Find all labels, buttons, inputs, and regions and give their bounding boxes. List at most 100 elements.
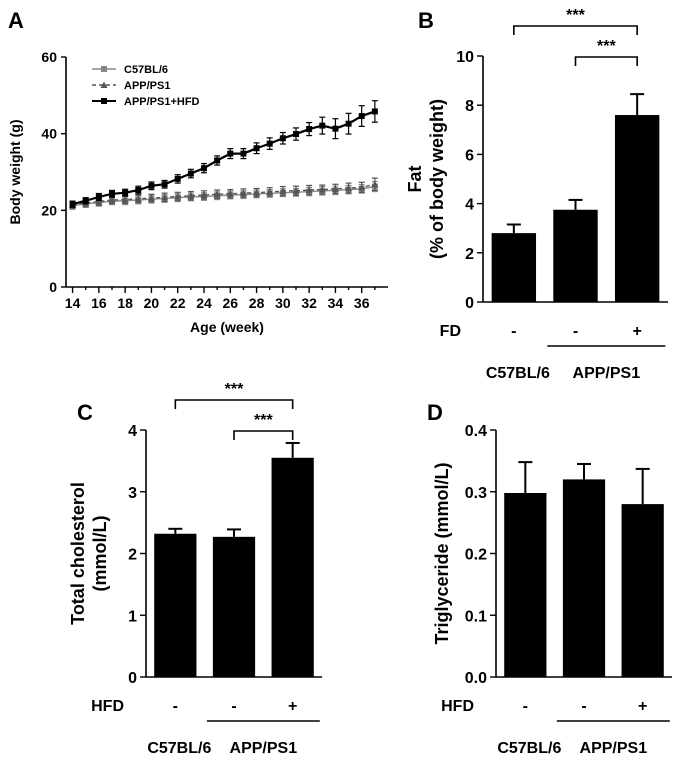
data-point [147, 194, 155, 202]
data-point [187, 170, 194, 177]
data-point [332, 125, 339, 132]
y-tick-label: 6 [465, 147, 474, 164]
data-point [227, 150, 234, 157]
data-point [174, 175, 181, 182]
x-tick-label: 32 [301, 295, 317, 311]
bar [154, 533, 197, 677]
x-tick-label: 20 [144, 295, 160, 311]
data-point [226, 190, 234, 197]
data-point [266, 140, 273, 147]
data-point [331, 185, 339, 192]
y-tick-label: 4 [465, 197, 474, 214]
data-point [161, 193, 169, 201]
bar [553, 209, 598, 302]
legend-marker [101, 66, 107, 72]
y-tick-label: 4 [128, 423, 137, 440]
y-tick-label: 10 [456, 49, 474, 66]
series-line [72, 183, 376, 206]
data-point [161, 181, 168, 188]
data-point [358, 183, 366, 191]
legend: C57BL/6 APP/PS1 APP/PS1+HFD [92, 64, 200, 108]
data-point [358, 113, 365, 120]
significance-bracket [513, 25, 638, 35]
data-point [201, 165, 207, 172]
x-tick-label: 24 [196, 295, 212, 311]
y-tick-label: 0.2 [465, 547, 487, 564]
data-point [95, 193, 102, 200]
group-label: C57BL/6 [486, 365, 550, 382]
x-tick-label: 36 [354, 295, 370, 311]
y-tick-label: 1 [128, 608, 137, 625]
bar [562, 479, 606, 677]
bar [212, 536, 256, 677]
group-label: C57BL/6 [497, 740, 561, 757]
significance-label: *** [597, 38, 616, 55]
x-tick-label: 14 [65, 295, 81, 311]
treatment-sign: - [173, 698, 178, 715]
panel-a-line-chart: A 0 20 40 60 14 16 18 20 22 24 26 28 30 32 34 36 Age (we… [7, 8, 388, 335]
x-tick-label: 26 [222, 295, 238, 311]
data-point [279, 135, 286, 142]
data-point [319, 122, 326, 129]
y-tick-label: 2 [465, 246, 474, 263]
data-point [122, 189, 129, 196]
data-point [148, 182, 155, 189]
treatment-sign: + [632, 323, 641, 340]
panel-d-bar-chart: D 0.0 0.1 0.2 0.3 0.4 - - + HFD C57BL/6 APP/PS1 Tri… [427, 400, 672, 757]
group-label: APP/PS1 [573, 365, 641, 382]
treatment-label: FD [440, 323, 461, 340]
panel-c-bar-chart: C 0 1 2 3 4 - - + HFD C57BL/6 APP/PS1 Total cholest… [68, 381, 322, 757]
treatment-sign: - [523, 698, 528, 715]
series-1 [69, 177, 379, 210]
y-tick-label: 0.0 [465, 670, 487, 687]
y-tick-label: 20 [41, 202, 57, 218]
x-tick-label: 28 [249, 295, 265, 311]
treatment-sign: - [231, 698, 236, 715]
group-label: APP/PS1 [580, 740, 648, 757]
significance-label: *** [566, 7, 585, 24]
significance-bracket [574, 56, 638, 66]
treatment-label: HFD [91, 698, 124, 715]
data-point [318, 186, 326, 193]
data-point [214, 157, 221, 164]
data-point [345, 184, 353, 192]
significance-bracket [174, 399, 294, 409]
y-tick-label: 8 [465, 98, 474, 115]
data-point [345, 120, 352, 127]
series-2 [69, 100, 378, 208]
x-axis-label: Age (week) [190, 319, 264, 335]
data-point [305, 186, 313, 194]
legend-label: APP/PS1 [124, 80, 170, 92]
y-tick-label: 0 [49, 279, 57, 295]
data-point [187, 192, 195, 199]
panel-letter-b: B [418, 8, 434, 33]
treatment-sign: + [288, 698, 297, 715]
y-tick-label: 0 [128, 670, 137, 687]
legend-marker [100, 81, 108, 88]
significance-label: *** [254, 412, 273, 429]
data-point [109, 190, 115, 197]
y-axis-label: Triglyceride (mmol/L) [432, 462, 452, 644]
treatment-sign: - [511, 323, 516, 340]
y-tick-label: 0.1 [465, 608, 487, 625]
panel-letter-a: A [8, 8, 24, 33]
data-point [82, 197, 89, 204]
y-tick-label: 2 [128, 547, 137, 564]
legend-label: APP/PS1+HFD [124, 96, 200, 108]
data-point [174, 193, 182, 200]
data-point [279, 187, 287, 195]
bar [491, 233, 537, 302]
y-axis-label-line2: (% of body weight) [427, 99, 447, 259]
series-0 [69, 180, 378, 210]
data-point [200, 191, 208, 198]
legend-marker [101, 98, 107, 104]
bar [621, 504, 664, 677]
group-label: C57BL/6 [147, 740, 211, 757]
treatment-sign: + [638, 698, 647, 715]
y-axis-label-line1: Fat [405, 165, 425, 192]
y-tick-label: 40 [41, 126, 57, 142]
panel-letter-d: D [427, 400, 443, 425]
x-tick-label: 30 [275, 295, 291, 311]
data-point [69, 201, 76, 208]
